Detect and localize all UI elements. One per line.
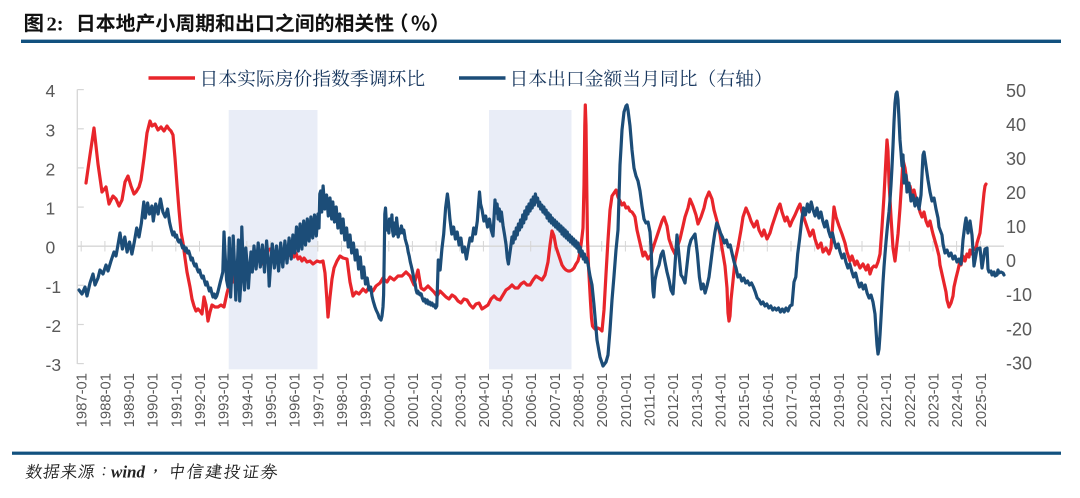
- svg-text:-10: -10: [1006, 285, 1032, 305]
- svg-text:-30: -30: [1006, 353, 1032, 373]
- svg-text:1997-01: 1997-01: [311, 373, 327, 427]
- svg-text:wind: wind: [111, 463, 146, 482]
- svg-text:2024-01: 2024-01: [950, 373, 966, 427]
- svg-text:2023-01: 2023-01: [927, 373, 943, 427]
- svg-text:0: 0: [1006, 251, 1016, 271]
- svg-text:2003-01: 2003-01: [453, 373, 469, 427]
- svg-text:2005-01: 2005-01: [501, 373, 517, 427]
- svg-text:1989-01: 1989-01: [122, 373, 138, 427]
- svg-text:2009-01: 2009-01: [595, 373, 611, 427]
- svg-text:1990-01: 1990-01: [146, 373, 162, 427]
- svg-text:2006-01: 2006-01: [524, 373, 540, 427]
- svg-text:2025-01: 2025-01: [974, 373, 990, 427]
- svg-text:-2: -2: [46, 316, 62, 336]
- svg-text:1988-01: 1988-01: [98, 373, 114, 427]
- svg-text:2015-01: 2015-01: [737, 373, 753, 427]
- svg-text:-1: -1: [46, 277, 62, 297]
- svg-text:2: 2: [46, 159, 56, 179]
- svg-text:2017-01: 2017-01: [785, 373, 801, 427]
- svg-text:2014-01: 2014-01: [714, 373, 730, 427]
- svg-text:1999-01: 1999-01: [359, 373, 375, 427]
- svg-text:1994-01: 1994-01: [240, 373, 256, 427]
- svg-text:2019-01: 2019-01: [832, 373, 848, 427]
- svg-text:4: 4: [46, 81, 56, 101]
- svg-text:20: 20: [1006, 183, 1026, 203]
- svg-text:2022-01: 2022-01: [903, 373, 919, 427]
- svg-text:-20: -20: [1006, 319, 1032, 339]
- svg-text:2001-01: 2001-01: [406, 373, 422, 427]
- svg-text:1996-01: 1996-01: [288, 373, 304, 427]
- svg-text:2007-01: 2007-01: [548, 373, 564, 427]
- svg-text:50: 50: [1006, 81, 1026, 101]
- svg-text:1991-01: 1991-01: [169, 373, 185, 427]
- svg-text:3: 3: [46, 120, 56, 140]
- svg-text:1: 1: [46, 199, 56, 219]
- svg-text:0: 0: [46, 238, 56, 258]
- svg-text:1992-01: 1992-01: [193, 373, 209, 427]
- svg-text:-3: -3: [46, 355, 62, 375]
- svg-text:1995-01: 1995-01: [264, 373, 280, 427]
- svg-text:2010-01: 2010-01: [619, 373, 635, 427]
- svg-text:2011-01: 2011-01: [643, 373, 659, 426]
- svg-text:1993-01: 1993-01: [217, 373, 233, 427]
- svg-text:2013-01: 2013-01: [690, 373, 706, 427]
- svg-text:2021-01: 2021-01: [879, 373, 895, 427]
- svg-text:2002-01: 2002-01: [430, 373, 446, 427]
- svg-text:1987-01: 1987-01: [75, 373, 91, 427]
- svg-text:10: 10: [1006, 217, 1026, 237]
- svg-text:2004-01: 2004-01: [477, 373, 493, 427]
- svg-text:2018-01: 2018-01: [808, 373, 824, 427]
- svg-text:2016-01: 2016-01: [761, 373, 777, 427]
- svg-text:1998-01: 1998-01: [335, 373, 351, 427]
- svg-text:2008-01: 2008-01: [572, 373, 588, 427]
- svg-text:40: 40: [1006, 115, 1026, 135]
- svg-text:2000-01: 2000-01: [382, 373, 398, 427]
- svg-text:2:: 2:: [47, 13, 64, 35]
- svg-text:2012-01: 2012-01: [666, 373, 682, 427]
- svg-text:30: 30: [1006, 149, 1026, 169]
- svg-text:2020-01: 2020-01: [856, 373, 872, 427]
